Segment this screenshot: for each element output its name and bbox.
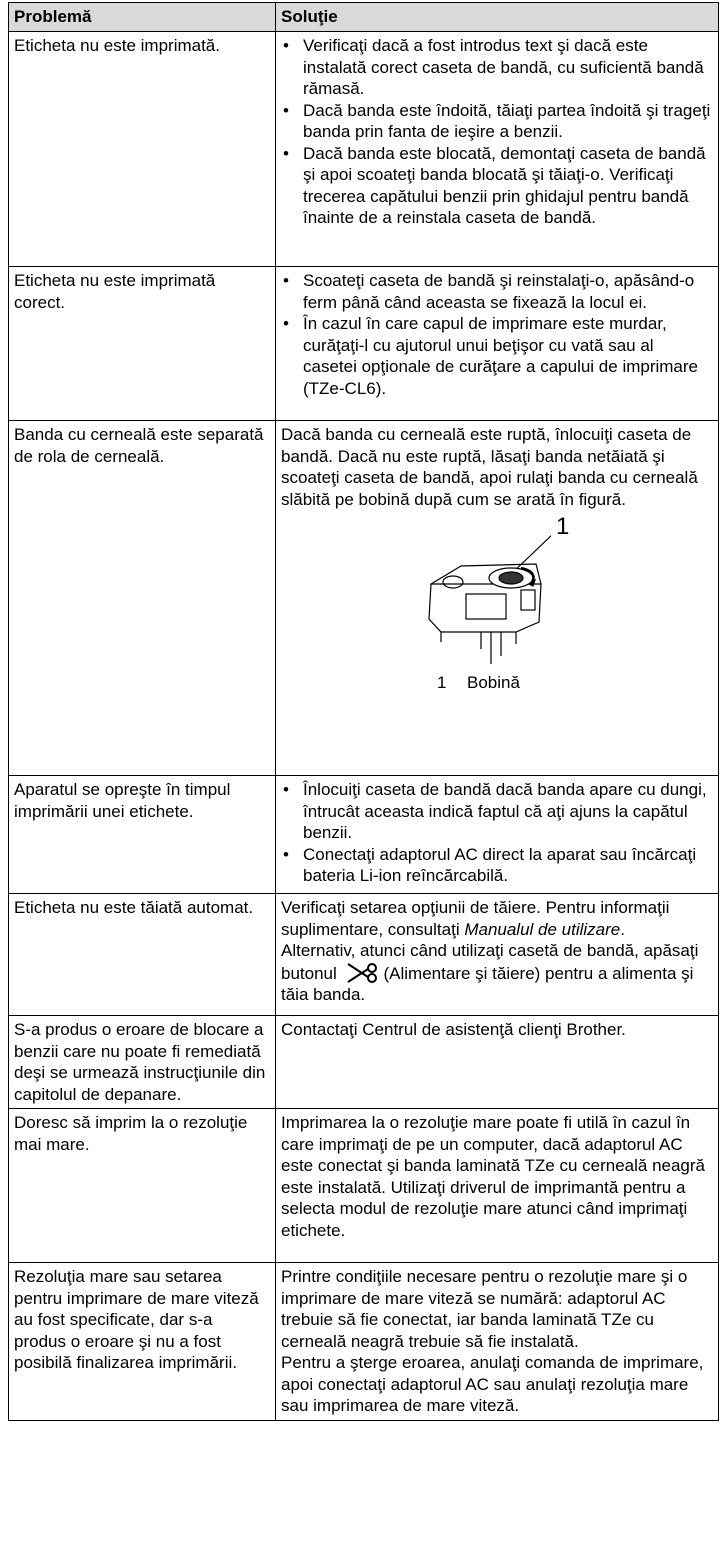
text: Alternativ, atunci când utilizaţi casetă…	[281, 941, 699, 983]
text: Dacă banda cu cerneală este ruptă, înloc…	[281, 425, 698, 509]
bullet: Conectaţi adaptorul AC direct la aparat …	[283, 844, 712, 887]
problem: Rezoluţia mare sau setarea pentru imprim…	[8, 1262, 276, 1421]
text: Verificaţi setarea opţiunii de tăiere. P…	[281, 897, 712, 940]
caption-text: Bobină	[467, 673, 520, 692]
solution: Înlocuiţi caseta de bandă dacă banda apa…	[275, 775, 719, 894]
scissors-icon	[346, 962, 377, 983]
manual-title: Manualul de utilizare	[464, 919, 621, 939]
row: Eticheta nu este imprimată. Verificaţi d…	[8, 31, 719, 267]
figure-caption: 1 Bobină	[281, 672, 712, 694]
problem: Eticheta nu este imprimată.	[8, 31, 276, 267]
problem: Eticheta nu este tăiată automat.	[8, 893, 276, 1016]
troubleshooting-table: Problemă Soluţie Eticheta nu este imprim…	[8, 2, 719, 1421]
problem: S-a produs o eroare de blocare a benzii …	[8, 1015, 276, 1109]
solution: Dacă banda cu cerneală este ruptă, înloc…	[275, 420, 719, 776]
row: S-a produs o eroare de blocare a benzii …	[8, 1015, 719, 1109]
header-cell: Soluţie	[275, 2, 719, 32]
text: Alternativ, atunci când utilizaţi casetă…	[281, 940, 712, 1006]
text: Pentru a şterge eroarea, anulaţi comanda…	[281, 1353, 704, 1415]
problem: Doresc să imprim la o rezoluţie mai mare…	[8, 1108, 276, 1263]
row: Aparatul se opreşte în timpul imprimării…	[8, 775, 719, 894]
problem: Aparatul se opreşte în timpul imprimării…	[8, 775, 276, 894]
bullet: Înlocuiţi caseta de bandă dacă banda apa…	[283, 779, 712, 844]
header-row: Problemă Soluţie	[8, 2, 719, 32]
text: (Alimentare şi tăiere) pentru a alimenta…	[281, 963, 694, 1005]
row: Rezoluţia mare sau setarea pentru imprim…	[8, 1262, 719, 1421]
row: Eticheta nu este imprimată corect. Scoat…	[8, 266, 719, 421]
caption-number: 1	[437, 673, 447, 692]
solution: Imprimarea la o rezoluţie mare poate fi …	[275, 1108, 719, 1263]
bullet: Scoateţi caseta de bandă şi reinstalaţi-…	[283, 270, 712, 313]
row: Banda cu cerneală este separată de rola …	[8, 420, 719, 776]
header-cell: Problemă	[8, 2, 276, 32]
solution: Verificaţi dacă a fost introdus text şi …	[275, 31, 719, 267]
problem: Eticheta nu este imprimată corect.	[8, 266, 276, 421]
bullet: În cazul în care capul de imprimare este…	[283, 313, 712, 399]
text: Verificaţi setarea opţiunii de tăiere. P…	[281, 898, 670, 939]
callout: 1	[556, 513, 570, 540]
bullet: Verificaţi dacă a fost introdus text şi …	[283, 35, 712, 100]
text: .	[620, 919, 625, 939]
solution: Scoateţi caseta de bandă şi reinstalaţi-…	[275, 266, 719, 421]
problem: Banda cu cerneală este separată de rola …	[8, 420, 276, 776]
row: Doresc să imprim la o rezoluţie mai mare…	[8, 1108, 719, 1263]
bullet: Dacă banda este blocată, demontaţi caset…	[283, 143, 712, 229]
figure: 1	[281, 515, 712, 664]
bullet: Dacă banda este îndoită, tăiaţi partea î…	[283, 100, 712, 143]
solution: Contactaţi Centrul de asistenţă clienţi …	[275, 1015, 719, 1109]
cassette-illustration	[428, 534, 551, 664]
solution: Printre condiţiile necesare pentru o rez…	[275, 1262, 719, 1421]
text: Printre condiţiile necesare pentru o rez…	[281, 1267, 688, 1351]
row: Eticheta nu este tăiată automat. Verific…	[8, 893, 719, 1016]
solution: Verificaţi setarea opţiunii de tăiere. P…	[275, 893, 719, 1016]
